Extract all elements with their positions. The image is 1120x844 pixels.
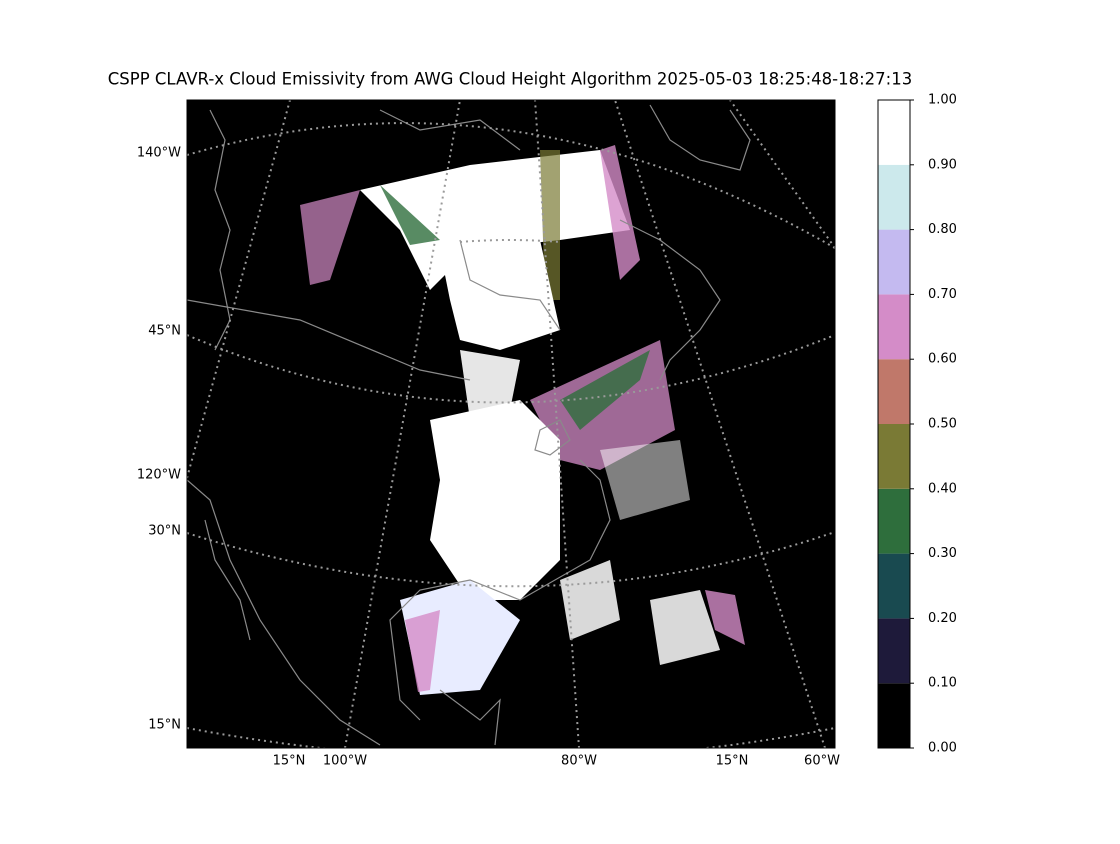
lat-lon-label: 140°W — [137, 146, 181, 161]
lat-lon-label: 100°W — [323, 754, 367, 769]
colorbar-tick-label: 0.10 — [928, 676, 957, 691]
cloud — [360, 150, 630, 290]
graticule-line — [729, 100, 835, 249]
lat-lon-label: 15°N — [273, 754, 306, 769]
cloud — [560, 560, 620, 640]
graticule-line — [534, 100, 580, 748]
cloud — [650, 590, 720, 665]
coastlines — [187, 104, 751, 746]
colorbar-tick-label: 0.40 — [928, 481, 957, 496]
graticule — [187, 100, 835, 748]
lat-lon-label: 45°N — [148, 324, 181, 339]
colorbar-segment — [878, 618, 910, 684]
colorbar-segment — [878, 229, 910, 295]
coastline — [187, 479, 381, 746]
cloud — [560, 350, 650, 430]
lat-lon-label: 120°W — [137, 468, 181, 483]
colorbar-tick-label: 0.30 — [928, 546, 957, 561]
colorbar: 0.00 0.10 0.20 0.30 0.40 0.50 0.60 0.70 0.80 0.90… — [877, 93, 957, 756]
colorbar-tick-label: 0.50 — [928, 417, 957, 432]
colorbar-segment — [878, 553, 910, 619]
coastline — [439, 689, 501, 746]
colorbar-tick-label: 0.90 — [928, 157, 957, 172]
map-frame — [186, 99, 836, 749]
cloud — [600, 145, 640, 280]
colorbar-tick-label: 0.00 — [928, 741, 957, 756]
colorbar-segment — [878, 424, 910, 489]
lat-lon-label: 60°W — [804, 754, 840, 769]
map — [187, 100, 835, 748]
colorbar-tick-label: 0.20 — [928, 611, 957, 626]
coastline — [534, 419, 571, 456]
graticule-line — [187, 122, 835, 249]
lat-lon-label: 30°N — [148, 524, 181, 539]
colorbar-tick-label: 0.70 — [928, 287, 957, 302]
colorbar-segment — [878, 359, 910, 424]
colorbar-segment — [878, 683, 910, 748]
coastline — [389, 459, 611, 721]
colorbar-segment — [878, 100, 910, 165]
cloud — [300, 190, 360, 285]
cloud — [705, 590, 745, 645]
coastline — [649, 104, 751, 171]
coastline — [379, 109, 521, 151]
colorbar-segment — [878, 294, 910, 360]
border — [459, 239, 561, 331]
cloud — [380, 185, 440, 245]
colorbar-tick-label: 0.60 — [928, 352, 957, 367]
map-labels: 140°W 45°N 120°W 30°N 15°N 15°N 100°W 80°W 15°N 6… — [137, 146, 840, 769]
title: CSPP CLAVR-x Cloud Emissivity from AWG C… — [108, 70, 912, 89]
cloud-field — [300, 145, 745, 695]
cloud — [405, 610, 440, 692]
lat-lon-label: 80°W — [561, 754, 597, 769]
cloud — [460, 350, 520, 420]
coastline — [204, 519, 251, 641]
border — [187, 299, 471, 381]
graticule-line — [344, 100, 461, 748]
cloud — [600, 440, 690, 520]
colorbar-segment — [878, 164, 910, 230]
colorbar-tick-label: 0.80 — [928, 222, 957, 237]
lat-lon-label: 15°N — [148, 718, 181, 733]
lat-lon-label: 15°N — [716, 754, 749, 769]
cloud — [430, 400, 560, 600]
colorbar-segment — [878, 488, 910, 554]
graticule-line — [187, 531, 835, 588]
colorbar-tick-label: 1.00 — [928, 93, 957, 108]
